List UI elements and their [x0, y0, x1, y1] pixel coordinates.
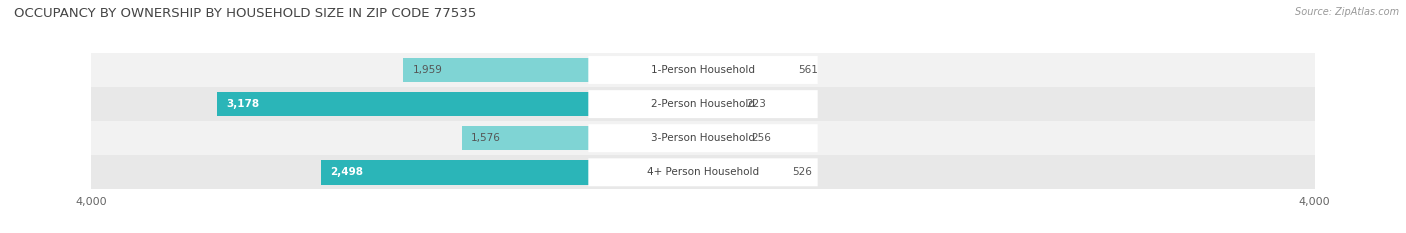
Bar [321, 160, 703, 185]
Text: 256: 256 [751, 133, 772, 143]
Bar [91, 87, 1315, 121]
Bar [703, 160, 783, 185]
Bar [404, 58, 703, 82]
Text: 4+ Person Household: 4+ Person Household [647, 167, 759, 177]
Bar [91, 53, 1315, 87]
FancyBboxPatch shape [588, 90, 818, 118]
Bar [703, 92, 737, 116]
Text: 1-Person Household: 1-Person Household [651, 65, 755, 75]
Text: 3-Person Household: 3-Person Household [651, 133, 755, 143]
Text: Source: ZipAtlas.com: Source: ZipAtlas.com [1295, 7, 1399, 17]
Text: 1,576: 1,576 [471, 133, 501, 143]
FancyBboxPatch shape [588, 56, 818, 84]
Bar [463, 126, 703, 151]
Text: 2,498: 2,498 [330, 167, 363, 177]
Text: 2-Person Household: 2-Person Household [651, 99, 755, 109]
FancyBboxPatch shape [588, 124, 818, 152]
Bar [91, 155, 1315, 189]
Text: 561: 561 [799, 65, 818, 75]
FancyBboxPatch shape [588, 158, 818, 186]
Text: 1,959: 1,959 [412, 65, 443, 75]
Text: 223: 223 [747, 99, 766, 109]
Bar [703, 126, 742, 151]
Bar [217, 92, 703, 116]
Text: 3,178: 3,178 [226, 99, 259, 109]
Text: 526: 526 [793, 167, 813, 177]
Bar [91, 121, 1315, 155]
Text: OCCUPANCY BY OWNERSHIP BY HOUSEHOLD SIZE IN ZIP CODE 77535: OCCUPANCY BY OWNERSHIP BY HOUSEHOLD SIZE… [14, 7, 477, 20]
Bar [703, 58, 789, 82]
